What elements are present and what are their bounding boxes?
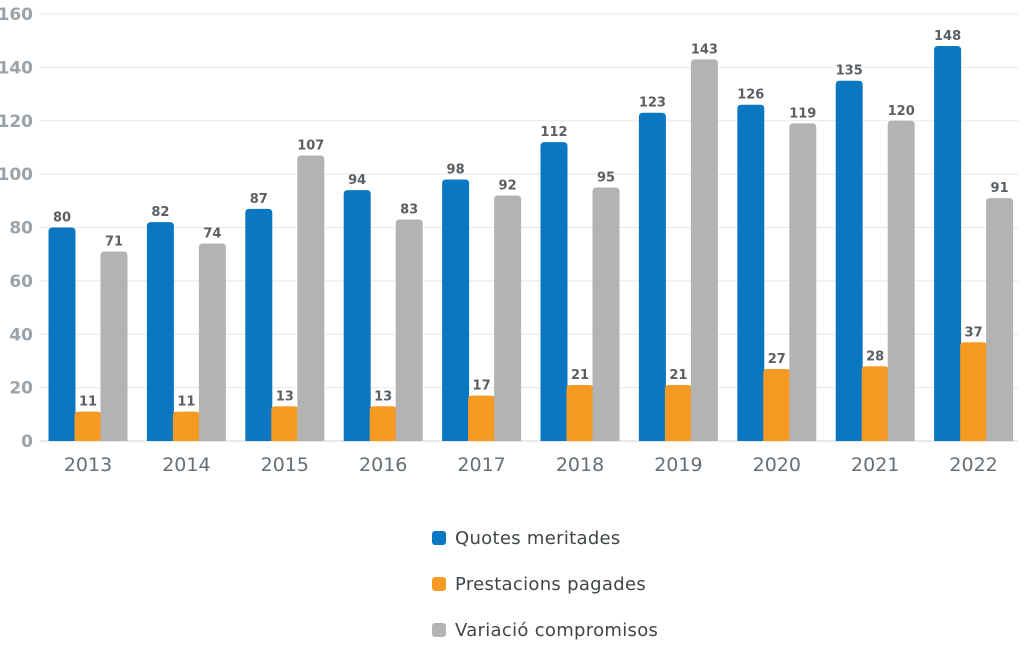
legend-label: Prestacions pagades [455,573,646,595]
data-label: 71 [105,235,123,250]
x-axis: 2013 2014 2015 2016 2017 2018 2019 2020 2021 2022 [64,454,998,476]
bar [494,195,522,441]
bar [146,222,174,441]
data-label: 87 [250,192,268,207]
bar [100,251,128,441]
bar [271,406,299,441]
bar [763,368,791,441]
bar [198,243,226,441]
y-tick-label: 140 [0,58,33,78]
data-label: 135 [836,64,863,79]
legend-item-quotes-meritades: Quotes meritades [432,515,658,561]
bar [468,395,496,441]
legend-swatch [432,577,446,591]
legend: Quotes meritades Prestacions pagades Var… [432,515,658,653]
bar [986,198,1014,441]
bar [737,104,765,442]
bar [934,46,962,442]
y-tick-label: 40 [9,325,33,345]
data-label: 112 [540,125,567,140]
bar [297,155,325,441]
y-tick-label: 80 [9,219,33,239]
bar [540,142,568,441]
x-tick-label: 2016 [359,454,407,476]
data-labels: 80 11 71 82 11 74 87 13 107 94 13 83 98 17 92 112 21 95 12… [53,29,1009,410]
bar [960,342,988,441]
bar [48,227,76,441]
y-tick-label: 0 [21,432,33,452]
bar [343,190,371,441]
bar [369,406,397,441]
data-label: 13 [276,389,294,404]
bar [395,219,423,441]
bars [48,46,1014,442]
data-label: 82 [151,205,169,220]
data-label: 83 [400,202,418,217]
bar [789,123,817,441]
data-label: 37 [965,325,983,340]
bar [172,411,200,441]
legend-swatch [432,531,446,545]
y-tick-label: 100 [0,165,33,185]
x-tick-label: 2022 [949,454,997,476]
y-tick-label: 60 [9,272,33,292]
data-label: 119 [789,106,816,121]
data-label: 28 [866,349,884,364]
data-label: 27 [768,352,786,367]
legend-swatch [432,623,446,637]
bar [664,384,692,441]
bar-chart: 0 20 40 60 80 100 120 140 160 80 11 71 82 11 74 87 13 10… [0,5,1018,476]
data-label: 13 [374,389,392,404]
data-label: 148 [934,29,961,44]
y-axis: 0 20 40 60 80 100 120 140 160 [0,5,33,452]
y-tick-label: 120 [0,112,33,132]
data-label: 80 [53,211,71,226]
legend-label: Quotes meritades [455,527,621,549]
bar [638,112,666,442]
bar [442,179,470,441]
data-label: 120 [888,104,915,119]
x-tick-label: 2015 [261,454,309,476]
bar [245,208,273,441]
x-tick-label: 2014 [162,454,210,476]
data-label: 11 [177,395,195,410]
y-tick-label: 160 [0,5,33,25]
x-tick-label: 2017 [457,454,505,476]
bar [690,59,718,442]
data-label: 94 [348,173,366,188]
data-label: 91 [991,181,1009,196]
x-tick-label: 2021 [851,454,899,476]
bar [835,80,863,441]
legend-item-prestacions-pagades: Prestacions pagades [432,561,658,607]
data-label: 21 [571,368,589,383]
data-label: 98 [447,162,465,177]
x-tick-label: 2020 [753,454,801,476]
bar [74,411,102,441]
bar [566,384,594,441]
data-label: 123 [639,96,666,111]
data-label: 74 [203,227,221,242]
x-tick-label: 2018 [556,454,604,476]
data-label: 92 [499,178,517,193]
data-label: 143 [691,42,718,57]
legend-label: Variació compromisos [455,619,659,641]
data-label: 126 [737,88,764,103]
x-tick-label: 2019 [654,454,702,476]
legend-item-variacio-compromisos: Variació compromisos [432,607,658,653]
bar [861,366,889,441]
bar [592,187,620,441]
data-label: 17 [473,379,491,394]
data-label: 11 [79,395,97,410]
data-label: 95 [597,170,615,185]
data-label: 21 [669,368,687,383]
bar [887,120,915,441]
data-label: 107 [297,138,324,153]
x-tick-label: 2013 [64,454,112,476]
y-tick-label: 20 [9,379,33,399]
